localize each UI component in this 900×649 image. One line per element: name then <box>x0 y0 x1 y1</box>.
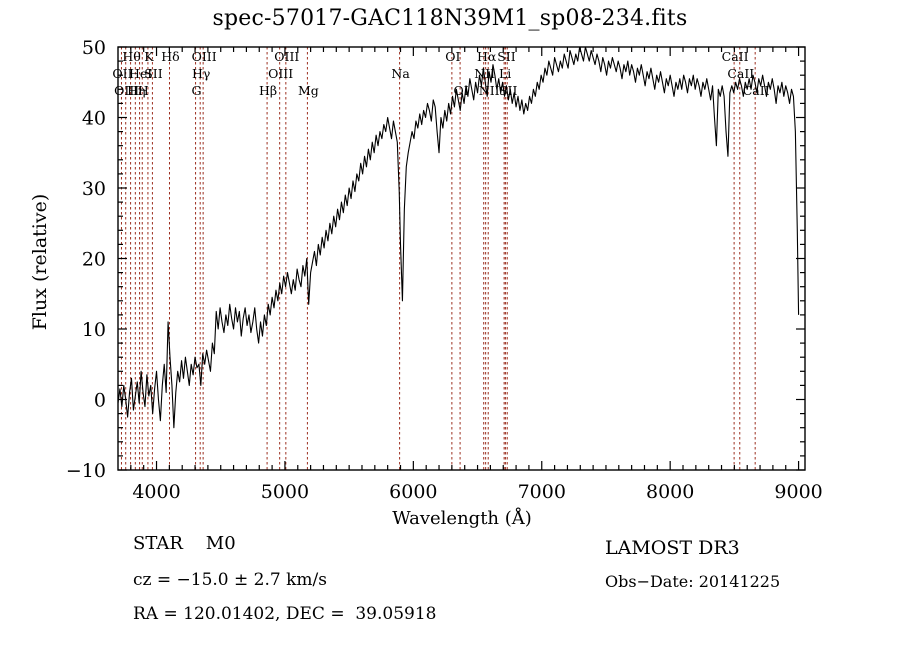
x-tick-7000: 7000 <box>518 481 566 503</box>
marker-label-oiii: OIII <box>114 83 139 98</box>
y-tick-20: 20 <box>82 249 106 271</box>
marker-label-mg: Mg <box>298 83 319 98</box>
marker-label-li: Li <box>499 66 511 81</box>
marker-label-sii: SII <box>497 49 516 64</box>
x-tick-6000: 6000 <box>389 481 437 503</box>
marker-label-na: Na <box>391 66 410 81</box>
marker-label-oi: OI <box>445 49 460 64</box>
marker-label-oii: OII <box>112 66 132 81</box>
object-class: STAR M0 <box>133 533 236 554</box>
y-tick-30: 30 <box>82 178 106 200</box>
spectral-line-markers <box>120 47 756 470</box>
plot-frame <box>117 46 806 471</box>
marker-label-hei: HeI <box>129 66 152 81</box>
plot-axes <box>117 46 806 471</box>
y-tick-40: 40 <box>82 108 106 130</box>
marker-label-hη: Hη <box>127 83 145 98</box>
y-axis-label: Flux (relative) <box>29 194 51 331</box>
radial-velocity: cz = −15.0 ± 2.7 km/s <box>133 570 327 590</box>
marker-label-sii: SII <box>499 83 518 98</box>
page-title: spec-57017-GAC118N39M1_sp08-234.fits <box>212 6 688 31</box>
marker-label-hβ: Hβ <box>259 83 277 98</box>
marker-label-hδ: Hδ <box>161 49 179 64</box>
marker-label-oiii: OIII <box>274 49 299 64</box>
marker-label-hα: Hα <box>477 49 497 64</box>
marker-label-k: K <box>144 49 154 64</box>
marker-label-g: G <box>192 83 202 98</box>
x-tick-8000: 8000 <box>646 481 694 503</box>
marker-label-hθ: Hθ <box>122 49 140 64</box>
marker-label-caii: CaII <box>722 49 749 64</box>
y-tick-labels: −10 0 10 20 30 40 50 <box>66 37 106 482</box>
obs-date: Obs−Date: 20141225 <box>605 572 781 591</box>
marker-label-sii: SII <box>144 66 163 81</box>
marker-label-nii: NII <box>474 66 495 81</box>
marker-label-oiii: OIII <box>192 49 217 64</box>
y-tick--10: −10 <box>66 460 106 482</box>
spectral-line-labels: OII OIII Hθ Hη HeI H K SII Hδ Hγ G OIII Hβ OIII OIII Mg… <box>112 49 769 98</box>
marker-label-caii: CaII <box>743 83 770 98</box>
coordinates: RA = 120.01402, DEC = 39.05918 <box>133 604 437 624</box>
spectrum-curve <box>117 46 800 429</box>
x-axis-label: Wavelength (Å) <box>392 507 532 529</box>
marker-label-nii: NII <box>479 83 500 98</box>
y-tick-50: 50 <box>82 37 106 59</box>
x-tick-5000: 5000 <box>261 481 309 503</box>
y-tick-0: 0 <box>94 390 106 412</box>
x-tick-4000: 4000 <box>132 481 180 503</box>
marker-label-oi: OI <box>453 83 468 98</box>
x-tick-labels: 4000 5000 6000 7000 8000 9000 <box>132 481 822 503</box>
marker-label-hγ: Hγ <box>192 66 210 81</box>
marker-label-oiii: OIII <box>268 66 293 81</box>
y-tick-10: 10 <box>82 319 106 341</box>
survey-name: LAMOST DR3 <box>605 537 740 559</box>
marker-label-h: H <box>138 83 149 98</box>
x-tick-9000: 9000 <box>774 481 822 503</box>
marker-label-caii: CaII <box>727 66 754 81</box>
